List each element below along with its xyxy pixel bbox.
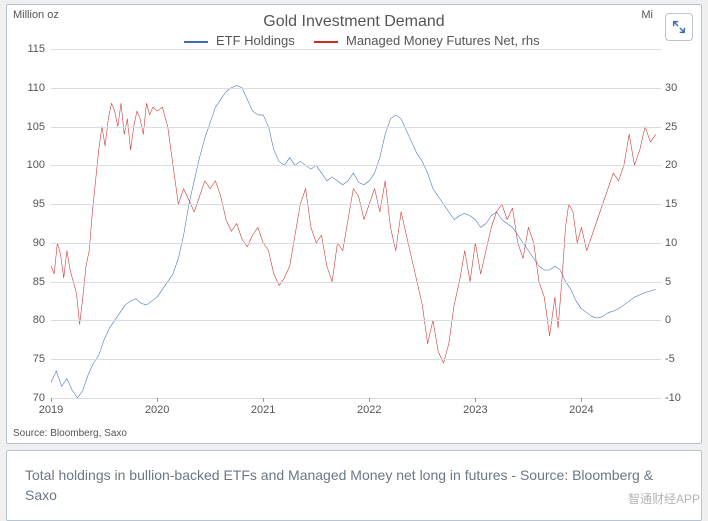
chart-legend: ETF Holdings Managed Money Futures Net, … [7, 33, 701, 48]
y2-axis-title: Mi [641, 9, 653, 21]
y2-tick-label: -5 [665, 353, 693, 365]
x-tick-label: 2019 [39, 404, 63, 416]
y2-tick-label: 15 [665, 198, 693, 210]
y2-tick-label: 20 [665, 159, 693, 171]
y2-tick-label: 0 [665, 314, 693, 326]
series-line [51, 85, 656, 398]
gridline [51, 88, 661, 89]
x-tick-label: 2024 [569, 404, 593, 416]
y1-tick-label: 95 [15, 198, 45, 210]
y1-tick-label: 90 [15, 237, 45, 249]
y1-tick-label: 85 [15, 276, 45, 288]
gridline [51, 398, 661, 399]
legend-label-0: ETF Holdings [216, 33, 295, 48]
watermark: 智通财经APP [628, 490, 700, 507]
caption-card: Total holdings in bullion-backed ETFs an… [6, 450, 702, 521]
y2-tick-label: -10 [665, 392, 693, 404]
y1-tick-label: 100 [15, 159, 45, 171]
gridline [51, 359, 661, 360]
y1-tick-label: 70 [15, 392, 45, 404]
chart-source: Source: Bloomberg, Saxo [13, 428, 127, 439]
y2-tick-label: 10 [665, 237, 693, 249]
x-tick [51, 398, 52, 402]
legend-label-1: Managed Money Futures Net, rhs [346, 33, 540, 48]
line-layer [51, 49, 661, 398]
x-tick [263, 398, 264, 402]
y1-tick-label: 110 [15, 82, 45, 94]
y2-tick-label: 5 [665, 276, 693, 288]
chart-title: Gold Investment Demand [7, 13, 701, 31]
x-tick [157, 398, 158, 402]
y1-tick-label: 115 [15, 43, 45, 55]
x-tick [475, 398, 476, 402]
chart-card: Gold Investment Demand Million oz Mi ETF… [6, 4, 702, 444]
y2-tick-label: 30 [665, 82, 693, 94]
gridline [51, 282, 661, 283]
x-tick-label: 2023 [463, 404, 487, 416]
y1-tick-label: 75 [15, 353, 45, 365]
y1-tick-label: 80 [15, 314, 45, 326]
x-tick [369, 398, 370, 402]
legend-swatch-1 [314, 41, 338, 43]
gridline [51, 165, 661, 166]
chart-area: Gold Investment Demand Million oz Mi ETF… [7, 5, 701, 443]
x-tick [581, 398, 582, 402]
y2-tick-label: 25 [665, 121, 693, 133]
caption-text: Total holdings in bullion-backed ETFs an… [25, 467, 653, 503]
gridline [51, 49, 661, 50]
gridline [51, 204, 661, 205]
y1-axis-title: Million oz [13, 9, 59, 21]
gridline [51, 320, 661, 321]
x-tick-label: 2021 [251, 404, 275, 416]
series-line [51, 103, 656, 363]
plot-region: 707580859095100105110115-10-505101520253… [51, 49, 661, 399]
gridline [51, 127, 661, 128]
x-tick-label: 2020 [145, 404, 169, 416]
y1-tick-label: 105 [15, 121, 45, 133]
x-tick-label: 2022 [357, 404, 381, 416]
legend-swatch-0 [184, 41, 208, 43]
gridline [51, 243, 661, 244]
